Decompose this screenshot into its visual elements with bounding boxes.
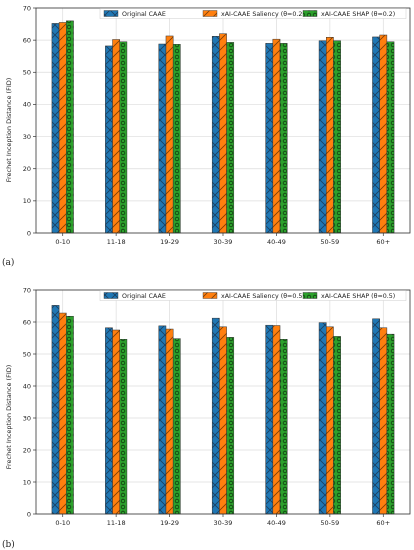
y-tick-label: 60 xyxy=(23,318,31,326)
bar xyxy=(165,328,174,515)
bar xyxy=(379,34,388,234)
bar xyxy=(318,322,327,515)
bar xyxy=(165,35,174,234)
bar xyxy=(326,326,334,515)
y-tick-label: 30 xyxy=(23,414,31,422)
panel-label: (b) xyxy=(2,539,15,550)
bar xyxy=(219,33,227,234)
legend-label: xAI-CAAE SHAP (θ=0.2) xyxy=(321,11,395,18)
bar xyxy=(211,36,220,234)
x-tick-label: 11-18 xyxy=(107,238,126,246)
y-tick-label: 20 xyxy=(23,165,31,173)
legend-swatch xyxy=(302,292,318,299)
bar xyxy=(105,327,113,515)
bar xyxy=(66,20,74,234)
y-tick-label: 40 xyxy=(23,382,31,390)
legend-box xyxy=(99,8,407,19)
legend-swatch xyxy=(103,292,119,299)
bar xyxy=(333,336,341,515)
legend-swatch xyxy=(202,292,218,299)
bar xyxy=(158,43,167,234)
bar xyxy=(372,36,380,234)
y-tick-label: 50 xyxy=(23,350,31,358)
y-tick-label: 20 xyxy=(23,446,31,454)
y-tick-label: 70 xyxy=(23,4,31,12)
legend-label: Original CAAE xyxy=(122,293,166,300)
x-tick-label: 0-10 xyxy=(55,238,70,246)
x-tick-label: 11-18 xyxy=(107,519,126,527)
bar xyxy=(158,325,167,515)
bar xyxy=(211,317,220,515)
legend-label: xAI-CAAE SHAP (θ=0.5) xyxy=(321,293,395,300)
bar xyxy=(58,22,67,234)
x-tick-label: 50-59 xyxy=(320,238,339,246)
bar xyxy=(172,44,181,234)
bar xyxy=(112,329,120,515)
y-tick-label: 0 xyxy=(27,229,31,237)
x-tick-label: 40-49 xyxy=(267,519,286,527)
y-tick-label: 10 xyxy=(23,478,31,486)
panel-a: Frechet Inception Distance (FID) (a) 0 10… xyxy=(2,4,411,268)
legend-swatch xyxy=(202,10,218,17)
y-tick-label: 10 xyxy=(23,197,31,205)
x-tick-label: 0-10 xyxy=(55,519,70,527)
x-tick-label: 40-49 xyxy=(267,238,286,246)
legend-label: xAI-CAAE Saliency (θ=0.2) xyxy=(221,11,305,18)
bar xyxy=(333,40,341,234)
bar xyxy=(272,38,281,234)
legend-label: xAI-CAAE Saliency (θ=0.5) xyxy=(221,293,305,300)
legend-label: Original CAAE xyxy=(122,11,166,18)
bar xyxy=(326,37,334,234)
x-tick-label: 50-59 xyxy=(320,519,339,527)
y-tick-label: 30 xyxy=(23,133,31,141)
legend-swatch xyxy=(103,10,119,17)
y-axis-label: Frechet Inception Distance (FID) xyxy=(5,78,13,183)
bar xyxy=(58,312,67,515)
bar xyxy=(265,43,274,234)
y-tick-label: 50 xyxy=(23,69,31,77)
x-tick-label: 30-39 xyxy=(214,519,233,527)
bar xyxy=(272,325,281,515)
bar xyxy=(51,305,60,515)
panel-label: (a) xyxy=(2,257,14,268)
bar xyxy=(119,41,128,234)
y-tick-label: 70 xyxy=(23,286,31,294)
bar xyxy=(66,315,74,515)
bar xyxy=(386,41,395,234)
bar xyxy=(386,333,395,515)
bar xyxy=(372,318,380,515)
x-tick-label: 19-29 xyxy=(160,519,179,527)
bar xyxy=(172,338,181,515)
bar xyxy=(105,45,113,234)
bar xyxy=(318,40,327,234)
bar xyxy=(265,324,274,515)
legend: Original CAAE xAI-CAAE Saliency (θ=0.2) xA… xyxy=(99,8,407,19)
bar xyxy=(379,327,388,515)
x-tick-label: 19-29 xyxy=(160,238,179,246)
bar xyxy=(226,337,235,515)
bar xyxy=(279,339,288,515)
y-axis-label: Frechet Inception Distance (FID) xyxy=(5,365,13,470)
bar xyxy=(51,23,60,234)
panel-b: Frechet Inception Distance (FID) (b) 0 10… xyxy=(2,286,411,550)
y-tick-label: 60 xyxy=(23,36,31,44)
bar xyxy=(112,39,120,234)
x-tick-label: 60+ xyxy=(376,519,390,527)
bar xyxy=(279,43,288,234)
bar xyxy=(226,42,235,234)
y-tick-label: 0 xyxy=(27,510,31,518)
legend-box xyxy=(99,290,407,301)
x-tick-label: 60+ xyxy=(376,238,390,246)
bar xyxy=(219,326,227,515)
legend-swatch xyxy=(302,10,318,17)
legend: Original CAAE xAI-CAAE Saliency (θ=0.5) xA… xyxy=(99,290,407,301)
bar xyxy=(119,339,128,515)
y-tick-label: 40 xyxy=(23,101,31,109)
x-tick-label: 30-39 xyxy=(214,238,233,246)
